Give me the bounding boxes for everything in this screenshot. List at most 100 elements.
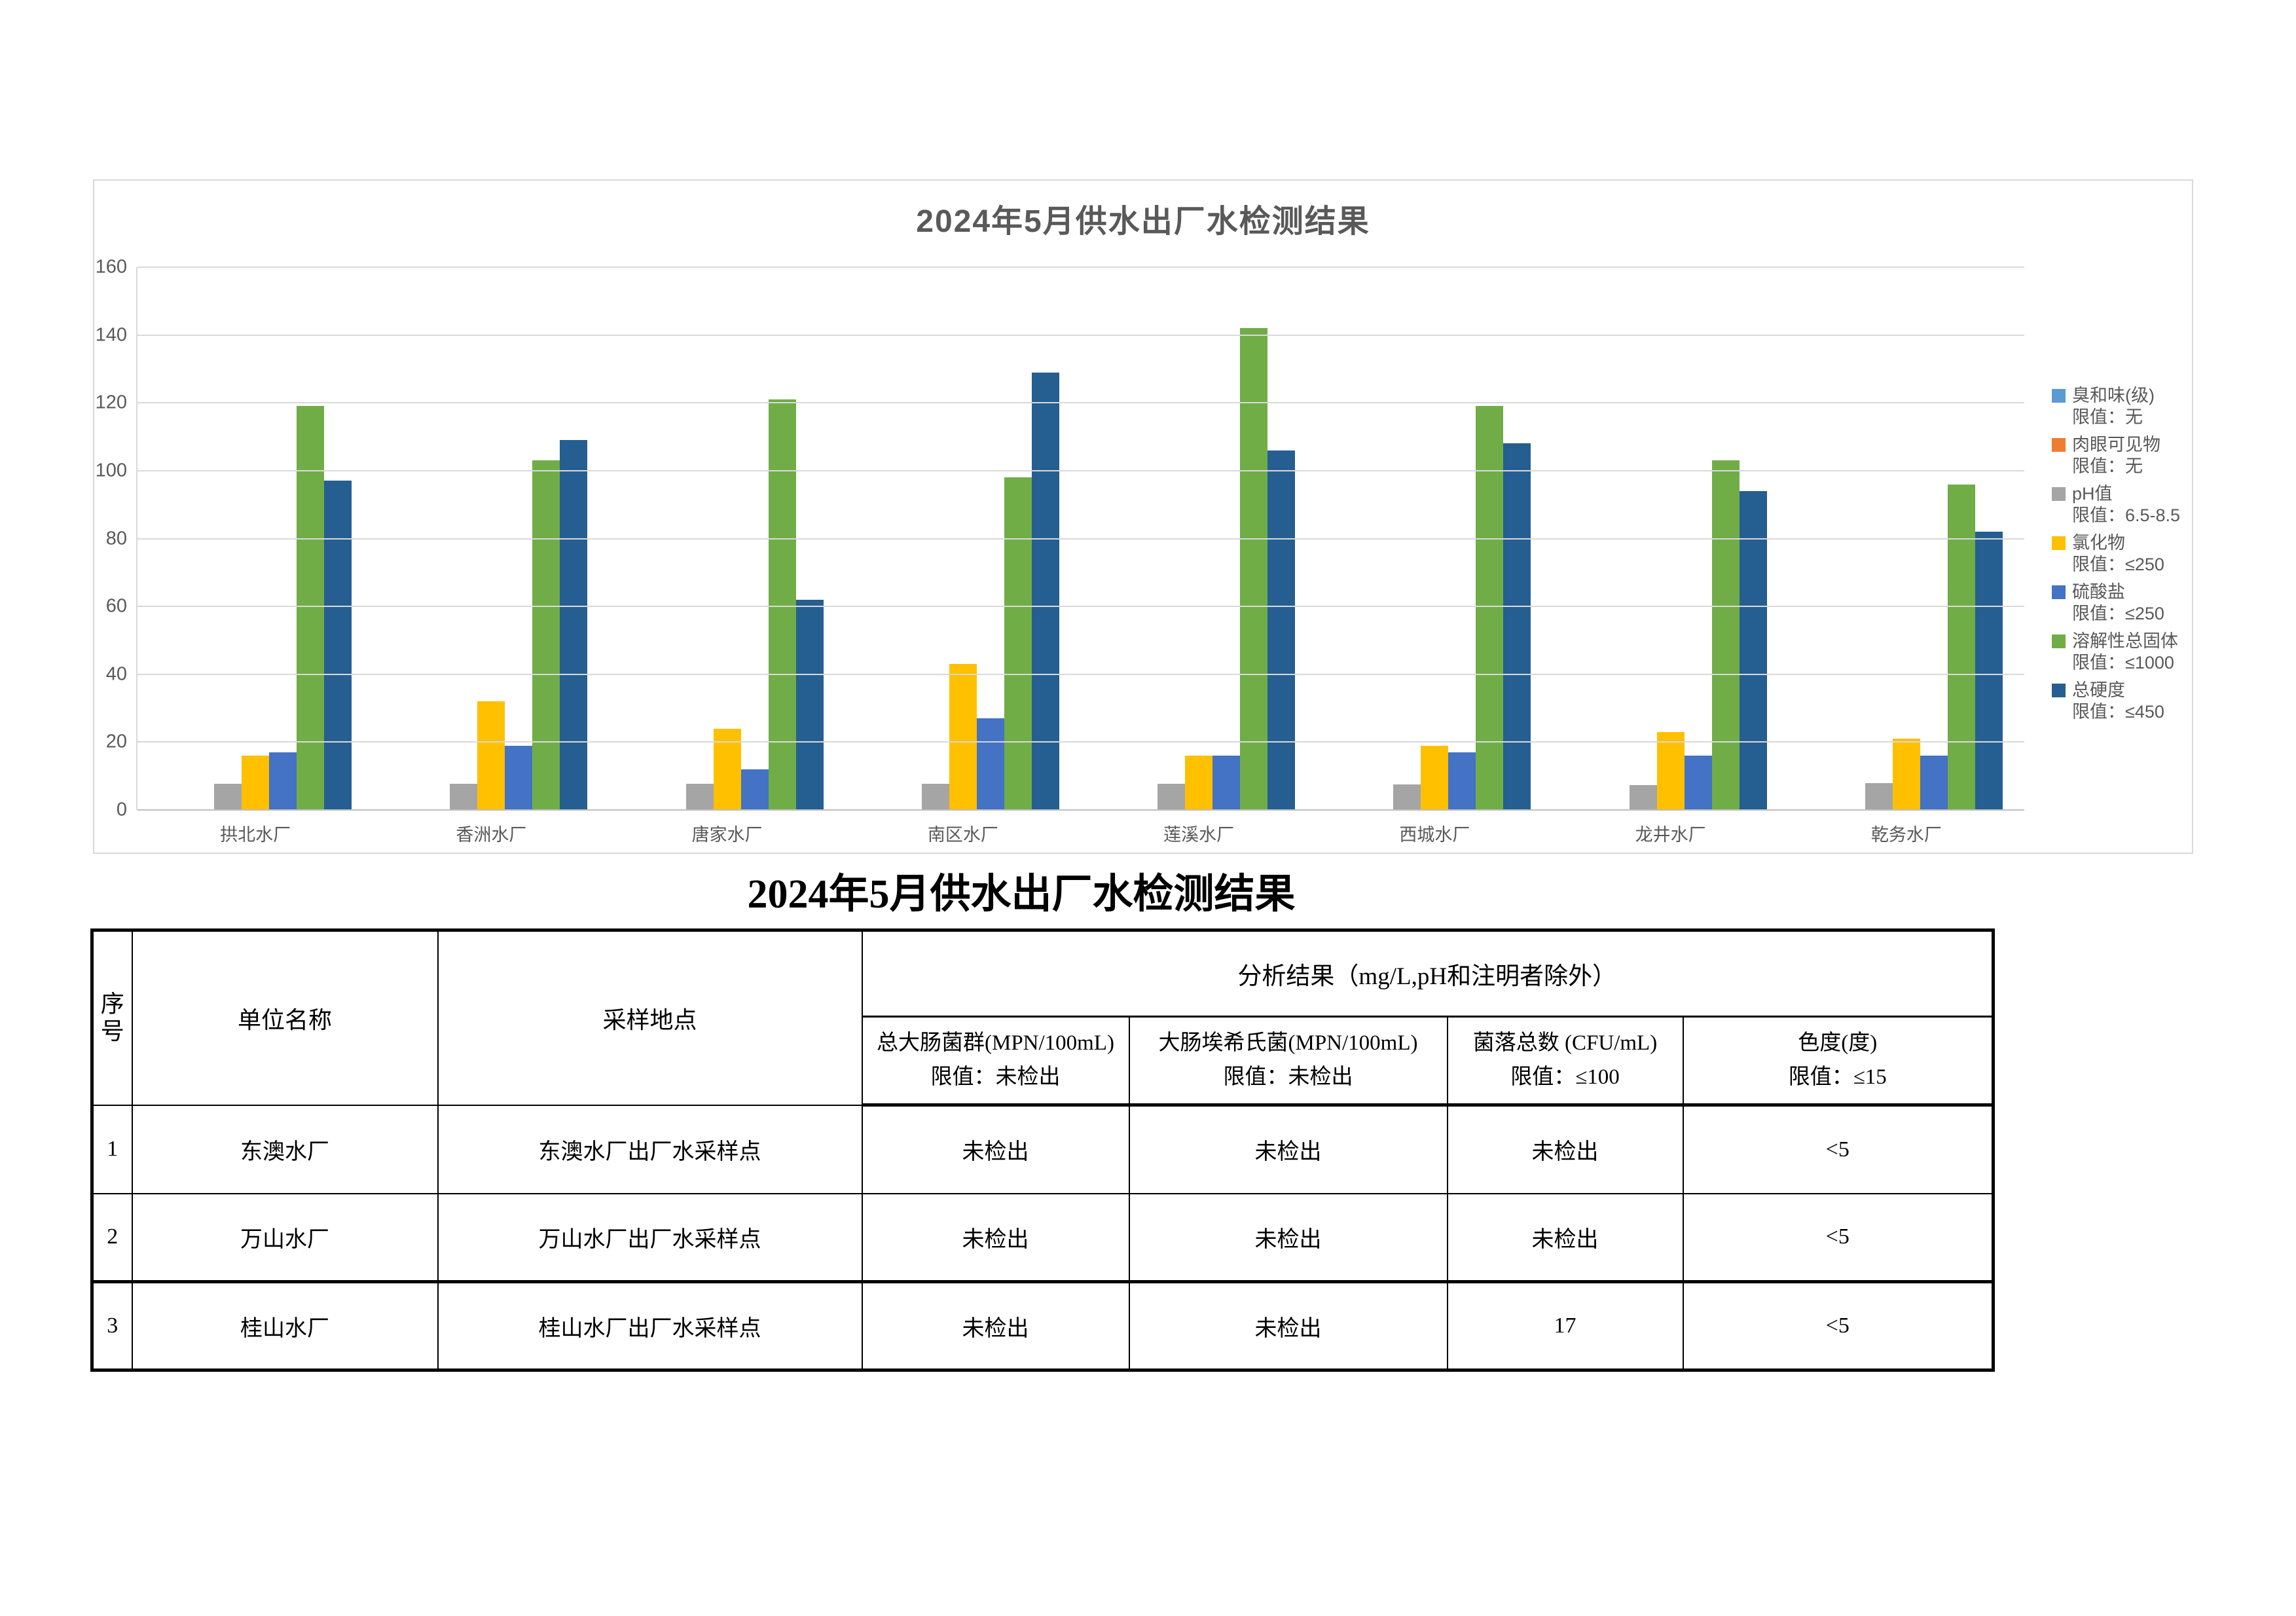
bar	[450, 784, 478, 810]
legend-text: 氯化物 限值：≤250	[2072, 532, 2164, 576]
header-analysis-results: 分析结果（mg/L,pH和注明者除外）	[861, 929, 1994, 1018]
gridline	[137, 469, 2024, 471]
sampling-location: 万山水厂出厂水采样点	[437, 1192, 863, 1283]
legend-text: 总硬度 限值：≤450	[2072, 680, 2164, 723]
bar-group	[845, 267, 1081, 810]
header-chroma-name: 色度(度)	[1798, 1031, 1878, 1056]
legend-text: 硫酸盐 限值：≤250	[2072, 581, 2164, 625]
header-unit-name: 单位名称	[131, 929, 439, 1106]
row-index: 1	[91, 1104, 133, 1194]
legend-series-name: pH值	[2072, 484, 2113, 504]
legend-entry: 肉眼可见物 限值：无	[2052, 434, 2193, 477]
bar	[1185, 756, 1213, 810]
bar-group	[1317, 267, 1552, 810]
gridline	[137, 402, 2024, 404]
legend-text: 肉眼可见物 限值：无	[2072, 434, 2160, 477]
category-label: 西城水厂	[1399, 825, 1470, 845]
bar	[1004, 477, 1032, 810]
gridline	[137, 334, 2024, 336]
bar	[560, 440, 588, 810]
table-row: 3 桂山水厂 桂山水厂出厂水采样点 未检出 未检出 17 <5	[91, 1281, 1994, 1371]
legend-series-limit: 限值：无	[2072, 456, 2143, 476]
bar-group	[1553, 267, 1789, 810]
chroma-value: <5	[1682, 1281, 1994, 1371]
bar	[1448, 752, 1476, 810]
legend-series-limit: 限值：≤1000	[2072, 653, 2174, 672]
plot-area: 拱北水厂 香洲水厂 唐家水厂 南区水厂 莲溪水厂 西城水厂 龙井水厂 乾务水厂 0 20 40 60…	[96, 257, 2024, 845]
gridline	[137, 673, 2024, 675]
bar	[1947, 485, 1975, 810]
bar	[1684, 756, 1712, 810]
legend-series-limit: 限值：6.5-8.5	[2072, 505, 2181, 525]
bar	[685, 784, 714, 810]
bar	[1975, 532, 2003, 810]
legend-series-name: 硫酸盐	[2072, 582, 2125, 602]
colony-count-value: 未检出	[1446, 1192, 1684, 1283]
legend-text: 溶解性总固体 限值：≤1000	[2072, 631, 2178, 674]
legend-series-limit: 限值：无	[2072, 407, 2143, 427]
legend-swatch	[2052, 487, 2066, 501]
ecoli-value: 未检出	[1128, 1281, 1448, 1371]
category-label: 乾务水厂	[1870, 825, 1942, 845]
row-index: 3	[91, 1281, 133, 1371]
header-total-coliform: 总大肠菌群(MPN/100mL) 限值：未检出	[861, 1016, 1130, 1107]
bar	[921, 784, 949, 810]
category-label: 龙井水厂	[1635, 825, 1706, 845]
water-quality-chart: 2024年5月供水出厂水检测结果 拱北水厂 香洲水厂 唐家水厂 南区水厂 莲溪水厂 西城水…	[93, 179, 2193, 854]
bar	[1157, 784, 1186, 810]
header-colony-count: 菌落总数 (CFU/mL) 限值：≤100	[1446, 1016, 1684, 1107]
bar	[242, 756, 270, 810]
legend-entry: 溶解性总固体 限值：≤1000	[2052, 631, 2193, 674]
legend-swatch	[2052, 585, 2066, 599]
legend-swatch	[2052, 684, 2066, 697]
sampling-location: 东澳水厂出厂水采样点	[437, 1104, 863, 1194]
bar	[1476, 406, 1504, 810]
legend-series-limit: 限值：≤450	[2072, 702, 2164, 722]
bar	[1865, 783, 1893, 810]
header-chroma: 色度(度) 限值：≤15	[1682, 1016, 1994, 1107]
bar	[532, 460, 560, 810]
category-label: 南区水厂	[927, 825, 998, 845]
bar	[795, 600, 824, 810]
bar	[1711, 460, 1740, 810]
header-chroma-limit: 限值：≤15	[1788, 1065, 1887, 1089]
bar-group	[1081, 267, 1317, 810]
colony-count-value: 未检出	[1446, 1104, 1684, 1194]
total-coliform-value: 未检出	[861, 1281, 1130, 1371]
x-axis-labels: 拱北水厂 香洲水厂 唐家水厂 南区水厂 莲溪水厂 西城水厂 龙井水厂 乾务水厂	[137, 820, 2024, 846]
category-label: 唐家水厂	[691, 825, 763, 845]
header-ecoli: 大肠埃希氏菌(MPN/100mL) 限值：未检出	[1128, 1016, 1448, 1107]
ecoli-value: 未检出	[1128, 1192, 1448, 1283]
table-row: 1 东澳水厂 东澳水厂出厂水采样点 未检出 未检出 未检出 <5	[91, 1104, 1994, 1194]
category-label: 香洲水厂	[456, 825, 527, 845]
category-label: 拱北水厂	[220, 825, 291, 845]
gridline	[137, 266, 2024, 268]
header-total-coliform-name: 总大肠菌群(MPN/100mL)	[877, 1031, 1114, 1056]
bar	[1212, 756, 1241, 810]
header-total-coliform-limit: 限值：未检出	[930, 1065, 1061, 1089]
chroma-value: <5	[1682, 1192, 1994, 1283]
bar	[1892, 739, 1920, 810]
bar	[949, 664, 977, 810]
unit-name: 东澳水厂	[131, 1104, 439, 1194]
legend-series-name: 总硬度	[2072, 680, 2125, 700]
bar	[768, 399, 796, 810]
chroma-value: <5	[1682, 1104, 1994, 1194]
y-axis-tick-label: 80	[105, 528, 127, 549]
y-axis-tick-label: 40	[105, 663, 127, 685]
bar	[297, 406, 325, 810]
colony-count-value: 17	[1446, 1281, 1684, 1371]
bar	[1267, 450, 1296, 810]
category-label: 莲溪水厂	[1163, 825, 1235, 845]
legend-series-name: 臭和味(级)	[2072, 386, 2155, 405]
bar	[1629, 785, 1657, 810]
legend-text: 臭和味(级) 限值：无	[2072, 385, 2155, 428]
bar	[1240, 328, 1268, 810]
y-axis-tick-label: 140	[95, 324, 127, 346]
bar	[1656, 732, 1685, 810]
legend-entry: 氯化物 限值：≤250	[2052, 532, 2193, 576]
bar	[214, 784, 242, 810]
bar	[477, 701, 505, 810]
y-axis-tick-label: 100	[95, 460, 127, 481]
sampling-location: 桂山水厂出厂水采样点	[437, 1281, 863, 1371]
